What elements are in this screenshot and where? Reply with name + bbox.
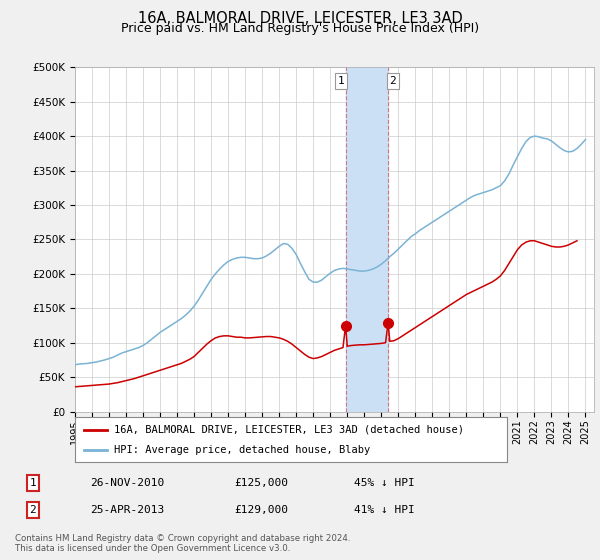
Text: HPI: Average price, detached house, Blaby: HPI: Average price, detached house, Blab… [114, 445, 370, 455]
Text: 16A, BALMORAL DRIVE, LEICESTER, LE3 3AD (detached house): 16A, BALMORAL DRIVE, LEICESTER, LE3 3AD … [114, 424, 464, 435]
Text: 41% ↓ HPI: 41% ↓ HPI [354, 505, 415, 515]
Text: 26-NOV-2010: 26-NOV-2010 [90, 478, 164, 488]
Text: Price paid vs. HM Land Registry's House Price Index (HPI): Price paid vs. HM Land Registry's House … [121, 22, 479, 35]
Text: Contains HM Land Registry data © Crown copyright and database right 2024.
This d: Contains HM Land Registry data © Crown c… [15, 534, 350, 553]
Text: £125,000: £125,000 [234, 478, 288, 488]
Text: 45% ↓ HPI: 45% ↓ HPI [354, 478, 415, 488]
Text: 25-APR-2013: 25-APR-2013 [90, 505, 164, 515]
Text: 2: 2 [389, 76, 396, 86]
Text: 1: 1 [337, 76, 344, 86]
Text: £129,000: £129,000 [234, 505, 288, 515]
Text: 16A, BALMORAL DRIVE, LEICESTER, LE3 3AD: 16A, BALMORAL DRIVE, LEICESTER, LE3 3AD [137, 11, 463, 26]
Bar [346, 67, 388, 412]
Text: 1: 1 [29, 478, 37, 488]
Text: 2: 2 [29, 505, 37, 515]
